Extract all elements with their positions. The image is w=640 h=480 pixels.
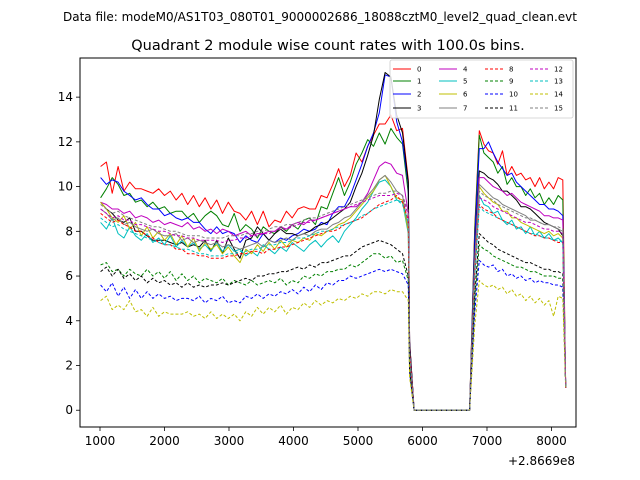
x-tick-label: 6000 bbox=[407, 434, 438, 448]
legend-label-10: 10 bbox=[509, 91, 518, 99]
series-line-5 bbox=[100, 179, 567, 411]
legend-label-15: 15 bbox=[554, 105, 563, 113]
chart-title: Quadrant 2 module wise count rates with … bbox=[131, 38, 525, 54]
legend-label-1: 1 bbox=[417, 78, 421, 86]
legend-label-7: 7 bbox=[463, 105, 467, 113]
series-line-11 bbox=[100, 233, 567, 411]
x-tick-label: 4000 bbox=[278, 434, 309, 448]
x-axis-ticks: 1000 2000 3000 4000 5000 6000 7000 8000 bbox=[85, 427, 567, 448]
legend-label-6: 6 bbox=[463, 91, 468, 99]
x-tick-label: 8000 bbox=[536, 434, 567, 448]
legend-label-8: 8 bbox=[509, 66, 513, 74]
x-tick-label: 3000 bbox=[214, 434, 245, 448]
y-tick-label: 8 bbox=[65, 224, 73, 238]
series-line-14 bbox=[100, 280, 567, 411]
y-tick-label: 10 bbox=[58, 180, 73, 194]
y-tick-label: 0 bbox=[65, 403, 73, 417]
series-line-6 bbox=[100, 174, 567, 411]
x-tick-label: 1000 bbox=[85, 434, 116, 448]
legend-label-12: 12 bbox=[554, 66, 563, 74]
legend-label-14: 14 bbox=[554, 91, 563, 99]
figure-suptitle: Data file: modeM0/AS1T03_080T01_90000026… bbox=[63, 10, 577, 24]
x-tick-label: 5000 bbox=[343, 434, 374, 448]
legend-label-5: 5 bbox=[463, 78, 467, 86]
series-line-4 bbox=[100, 161, 567, 411]
legend-label-4: 4 bbox=[463, 66, 468, 74]
legend-frame bbox=[389, 59, 574, 119]
legend-label-0: 0 bbox=[417, 66, 421, 74]
legend-label-9: 9 bbox=[509, 78, 513, 86]
plot-frame bbox=[79, 57, 577, 428]
x-offset-label: +2.8669e8 bbox=[508, 454, 575, 468]
series-line-0 bbox=[100, 114, 567, 411]
series-line-12 bbox=[100, 192, 567, 411]
series-line-13 bbox=[100, 199, 567, 411]
legend-label-3: 3 bbox=[417, 105, 421, 113]
series-line-1 bbox=[100, 127, 567, 411]
y-tick-label: 2 bbox=[65, 359, 73, 373]
series-line-9 bbox=[100, 244, 567, 411]
y-axis-ticks: 0 2 4 6 8 10 12 14 bbox=[58, 90, 80, 417]
series-line-15 bbox=[100, 190, 567, 411]
y-tick-label: 12 bbox=[58, 135, 73, 149]
y-tick-label: 14 bbox=[58, 90, 73, 104]
x-tick-label: 7000 bbox=[472, 434, 503, 448]
legend-label-11: 11 bbox=[509, 105, 518, 113]
series-lines bbox=[100, 72, 567, 411]
x-tick-label: 2000 bbox=[149, 434, 180, 448]
series-line-7 bbox=[100, 174, 567, 411]
series-line-8 bbox=[100, 195, 567, 411]
legend-label-2: 2 bbox=[417, 91, 421, 99]
y-tick-label: 6 bbox=[65, 269, 73, 283]
legend-label-13: 13 bbox=[554, 78, 563, 86]
y-tick-label: 4 bbox=[65, 314, 73, 328]
